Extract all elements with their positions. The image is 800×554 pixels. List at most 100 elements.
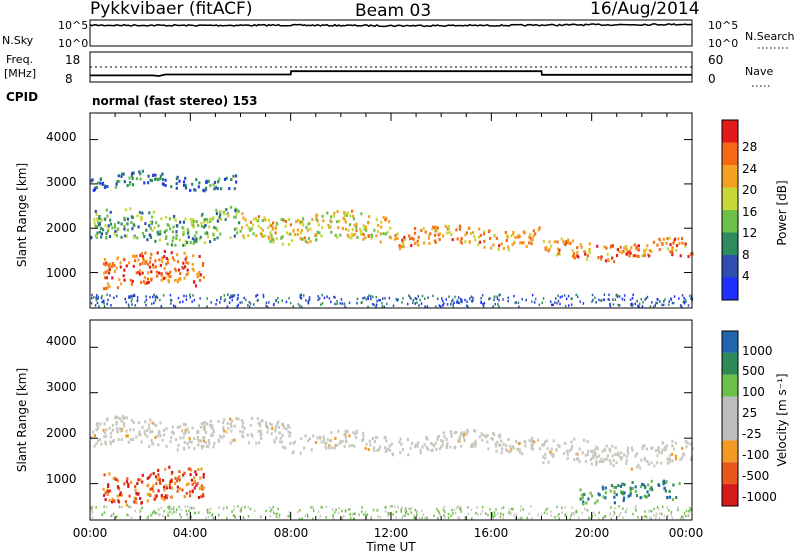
echo-cell: [299, 293, 301, 297]
echo-cell: [278, 513, 281, 517]
echo-cell: [432, 294, 434, 298]
echo-cell: [233, 187, 236, 191]
echo-cell: [200, 444, 203, 448]
echo-cell: [329, 219, 332, 223]
echo-cell: [470, 508, 473, 511]
echo-cell: [172, 225, 175, 229]
echo-cell: [459, 507, 461, 511]
echo-cell: [233, 234, 236, 238]
echo-cell: [132, 294, 134, 298]
echo-cell: [99, 422, 102, 426]
echo-cell: [628, 249, 631, 253]
echo-cell: [489, 508, 491, 511]
echo-cell: [148, 492, 151, 496]
echo-cell: [201, 212, 204, 216]
echo-cell: [361, 506, 363, 509]
echo-cell: [113, 223, 116, 227]
echo-cell: [164, 494, 167, 498]
echo-cell: [544, 453, 547, 456]
echo-cell: [614, 507, 616, 510]
echo-cell: [215, 212, 218, 216]
echo-cell: [401, 516, 403, 519]
echo-cell: [103, 431, 106, 435]
echo-cell: [683, 302, 686, 305]
echo-cell: [412, 237, 415, 241]
echo-cell: [120, 493, 123, 497]
echo-cell: [107, 224, 110, 228]
echo-cell: [163, 249, 166, 253]
echo-cell: [402, 244, 405, 248]
echo-cell: [167, 506, 169, 509]
colorbar-segment: [722, 255, 738, 278]
echo-cell: [658, 517, 661, 520]
echo-cell: [566, 452, 569, 456]
echo-cell: [639, 496, 642, 500]
echo-cell: [168, 465, 171, 469]
echo-cell: [121, 414, 125, 418]
echo-cell: [125, 264, 128, 268]
echo-cell: [466, 300, 468, 303]
echo-cell: [95, 234, 98, 238]
echo-cell: [548, 247, 551, 251]
echo-cell: [170, 299, 173, 302]
echo-cell: [250, 433, 253, 436]
echo-cell: [212, 183, 215, 187]
echo-cell: [149, 487, 152, 491]
echo-cell: [103, 258, 107, 261]
echo-cell: [349, 508, 351, 511]
echo-cell: [134, 509, 136, 513]
echo-cell: [123, 482, 126, 486]
echo-cell: [96, 301, 99, 305]
echo-cell: [307, 515, 309, 518]
echo-cell: [179, 277, 182, 281]
echo-cell: [617, 451, 620, 455]
echo-cell: [270, 236, 274, 240]
echo-cell: [152, 174, 155, 177]
echo-cell: [150, 277, 153, 281]
echo-cell: [343, 515, 345, 518]
echo-cell: [330, 446, 333, 450]
echo-cell: [202, 475, 205, 479]
echo-cell: [101, 513, 103, 517]
echo-cell: [673, 295, 676, 298]
echo-cell: [591, 300, 593, 303]
colorbar-segment: [722, 484, 738, 506]
echo-cell: [460, 510, 462, 513]
echo-cell: [183, 183, 186, 187]
echo-cell: [372, 302, 374, 306]
echo-cell: [400, 508, 402, 511]
echo-cell: [594, 460, 598, 464]
echo-cell: [150, 514, 152, 517]
echo-cell: [183, 276, 186, 280]
echo-cell: [216, 299, 218, 302]
echo-cell: [241, 430, 245, 434]
echo-cell: [427, 448, 430, 451]
echo-cell: [107, 485, 110, 489]
echo-cell: [643, 444, 646, 448]
echo-cell: [195, 473, 198, 476]
echo-cell: [92, 430, 95, 434]
echo-cell: [103, 186, 106, 190]
echo-cell: [516, 447, 519, 451]
echo-cell: [446, 227, 449, 231]
echo-cell: [174, 218, 177, 222]
echo-cell: [143, 430, 146, 434]
echo-cell: [131, 183, 135, 187]
echo-cell: [329, 215, 333, 219]
echo-cell: [159, 298, 161, 302]
echo-cell: [206, 235, 210, 239]
echo-cell: [368, 294, 370, 297]
echo-cell: [678, 297, 680, 300]
echo-cell: [218, 215, 221, 219]
echo-cell: [678, 482, 681, 486]
echo-cell: [327, 223, 330, 227]
echo-cell: [334, 444, 337, 447]
echo-cell: [90, 506, 92, 509]
echo-cell: [242, 236, 246, 240]
echo-cell: [336, 235, 339, 239]
echo-cell: [174, 243, 177, 247]
echo-cell: [610, 506, 612, 509]
echo-cell: [643, 456, 646, 460]
echo-cell: [184, 217, 187, 221]
echo-cell: [157, 232, 160, 236]
